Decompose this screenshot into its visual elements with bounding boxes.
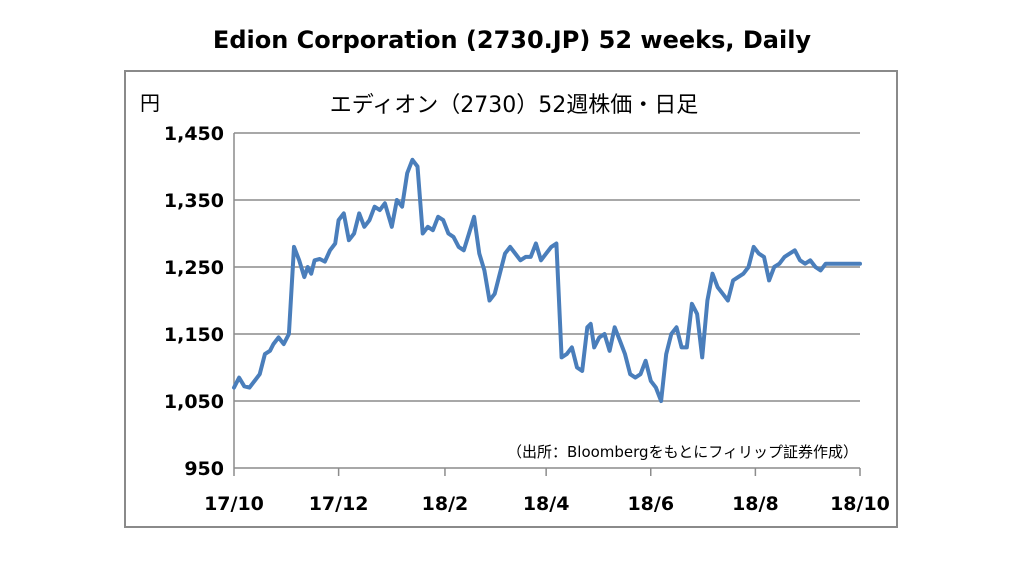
x-tick-label: 17/10 bbox=[204, 493, 264, 515]
y-tick-labels: 950 1,050 1,150 1,250 1,350 1,450 bbox=[164, 123, 224, 480]
page-title: Edion Corporation (2730.JP) 52 weeks, Da… bbox=[212, 26, 812, 54]
source-note: （出所：Bloombergをもとにフィリップ証券作成） bbox=[507, 443, 858, 461]
chart-frame: 950 1,050 1,150 1,250 1,350 1,450 17/10 17/12 1… bbox=[124, 70, 898, 528]
y-tick-label: 1,450 bbox=[164, 123, 224, 145]
x-tick-label: 18/2 bbox=[422, 493, 469, 515]
y-tick-label: 1,250 bbox=[164, 257, 224, 279]
gridlines bbox=[234, 132, 860, 402]
y-tick-label: 950 bbox=[184, 458, 224, 480]
y-tick-label: 1,350 bbox=[164, 190, 224, 212]
y-axis-unit: 円 bbox=[140, 91, 160, 115]
y-tick-label: 1,050 bbox=[164, 391, 224, 413]
price-line bbox=[232, 157, 862, 403]
x-tick-label: 18/6 bbox=[627, 493, 674, 515]
y-tick-label: 1,150 bbox=[164, 324, 224, 346]
axes bbox=[233, 133, 861, 476]
x-tick-label: 18/8 bbox=[732, 493, 779, 515]
x-tick-label: 18/4 bbox=[523, 493, 570, 515]
x-tick-label: 17/12 bbox=[309, 493, 369, 515]
chart-title: エディオン（2730）52週株価・日足 bbox=[330, 93, 698, 118]
x-tick-label: 18/10 bbox=[830, 493, 890, 515]
x-tick-labels: 17/10 17/12 18/2 18/4 18/6 18/8 18/10 bbox=[204, 493, 890, 515]
series bbox=[232, 157, 862, 403]
